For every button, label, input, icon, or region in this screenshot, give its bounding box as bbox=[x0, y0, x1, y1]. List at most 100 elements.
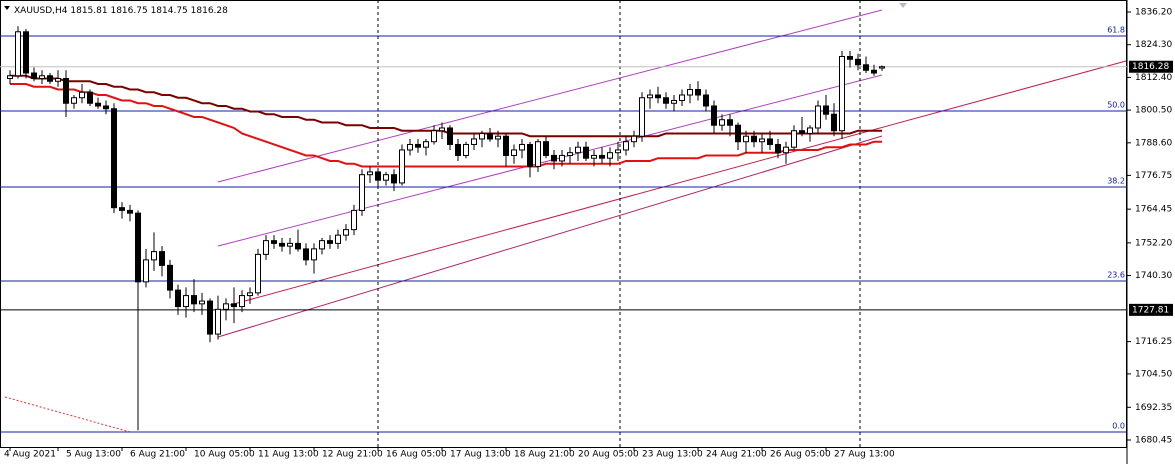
fib-label: 61.8 bbox=[1107, 25, 1125, 34]
candle-body bbox=[447, 127, 453, 145]
x-tick-label: 20 Aug 05:00 bbox=[578, 450, 639, 460]
candle-body bbox=[487, 132, 493, 140]
candle-body bbox=[623, 141, 629, 151]
candle-body bbox=[855, 58, 861, 66]
candle-body bbox=[791, 130, 797, 148]
trend-line bbox=[4, 396, 131, 433]
candle-body bbox=[463, 143, 469, 156]
candle-body bbox=[535, 141, 541, 167]
candle-body bbox=[439, 127, 445, 132]
candle-body bbox=[423, 141, 429, 148]
y-tick-label: 1836.20 bbox=[1135, 8, 1172, 18]
candle-body bbox=[871, 69, 877, 74]
high: 1816.75 bbox=[110, 6, 147, 16]
candle-body bbox=[127, 209, 133, 214]
channel-line bbox=[217, 135, 883, 338]
candle-body bbox=[711, 105, 717, 126]
close: 1816.28 bbox=[191, 6, 228, 16]
x-tick-label: 11 Aug 13:00 bbox=[258, 450, 319, 460]
y-tick-label: 1812.40 bbox=[1135, 73, 1172, 83]
y-tick-label: 1764.45 bbox=[1135, 205, 1172, 215]
candle-body bbox=[135, 212, 141, 283]
fib-label: 50.0 bbox=[1107, 101, 1125, 110]
candle-body bbox=[567, 152, 573, 156]
fib-label: 23.6 bbox=[1107, 271, 1125, 280]
candle-body bbox=[311, 248, 317, 261]
candle-body bbox=[167, 264, 173, 291]
candle-body bbox=[655, 94, 661, 99]
candle-body bbox=[607, 152, 613, 159]
candle-body bbox=[103, 105, 109, 110]
fib-label: 0.0 bbox=[1112, 421, 1125, 430]
y-tick-label: 1788.60 bbox=[1135, 138, 1172, 148]
y-tick-label: 1776.75 bbox=[1135, 171, 1172, 181]
candle-body bbox=[551, 154, 557, 162]
price-box-label: 1727.81 bbox=[1132, 305, 1169, 315]
candle-body bbox=[287, 242, 293, 247]
candle-body bbox=[263, 240, 269, 255]
candle-body bbox=[183, 295, 189, 308]
x-tick-label: 23 Aug 13:00 bbox=[642, 450, 703, 460]
candle-body bbox=[807, 127, 813, 134]
x-tick-label: 24 Aug 21:00 bbox=[706, 450, 767, 460]
candle-body bbox=[231, 303, 237, 308]
candle-body bbox=[95, 102, 101, 107]
plot-frame bbox=[0, 0, 1127, 448]
header-icon bbox=[4, 6, 10, 10]
candle-body bbox=[431, 130, 437, 143]
candle-body bbox=[575, 146, 581, 154]
candle-body bbox=[223, 303, 229, 310]
y-tick-label: 1704.50 bbox=[1135, 369, 1172, 379]
trend-line bbox=[229, 60, 1127, 306]
candle-body bbox=[863, 64, 869, 71]
candle-body bbox=[391, 174, 397, 184]
candle-body bbox=[63, 78, 69, 104]
candle-body bbox=[15, 31, 21, 77]
channel-line bbox=[217, 74, 883, 247]
candle-body bbox=[359, 174, 365, 211]
candle-body bbox=[159, 251, 165, 266]
candle-body bbox=[647, 94, 653, 99]
y-tick-label: 1716.25 bbox=[1135, 337, 1172, 347]
candle-body bbox=[111, 108, 117, 209]
candle-body bbox=[7, 75, 13, 80]
candle-body bbox=[343, 229, 349, 236]
x-tick-label: 5 Aug 13:00 bbox=[66, 450, 121, 460]
candle-body bbox=[503, 135, 509, 156]
candle-body bbox=[319, 240, 325, 250]
candle-body bbox=[415, 143, 421, 148]
price-box-label: 1816.28 bbox=[1132, 62, 1169, 72]
candle-body bbox=[375, 171, 381, 181]
x-tick-label: 10 Aug 05:00 bbox=[194, 450, 255, 460]
candle-body bbox=[303, 248, 309, 261]
candle-body bbox=[687, 88, 693, 96]
candle-body bbox=[543, 141, 549, 156]
candle-body bbox=[335, 234, 341, 244]
fib-label: 38.2 bbox=[1107, 176, 1125, 185]
y-tick-label: 1752.20 bbox=[1135, 238, 1172, 248]
candle-body bbox=[327, 240, 333, 244]
candle-body bbox=[383, 174, 389, 181]
candle-body bbox=[295, 242, 301, 250]
candle-body bbox=[495, 135, 501, 140]
candle-body bbox=[639, 97, 645, 137]
candle-body bbox=[831, 113, 837, 132]
candle-body bbox=[823, 105, 829, 115]
x-tick-label: 27 Aug 13:00 bbox=[834, 450, 895, 460]
candle-body bbox=[175, 289, 181, 308]
candle-body bbox=[199, 300, 205, 305]
channel-line bbox=[217, 9, 883, 183]
x-tick-label: 16 Aug 05:00 bbox=[386, 450, 447, 460]
candle-body bbox=[31, 72, 37, 80]
candle-body bbox=[519, 143, 525, 151]
y-tick-label: 1680.45 bbox=[1135, 435, 1172, 445]
candle-body bbox=[455, 143, 461, 156]
candle-body bbox=[527, 143, 533, 167]
candle-body bbox=[847, 56, 853, 60]
candle-body bbox=[407, 143, 413, 151]
candle-body bbox=[511, 149, 517, 156]
candle-body bbox=[79, 91, 85, 99]
candle-body bbox=[671, 99, 677, 104]
candle-body bbox=[679, 94, 685, 101]
candle-body bbox=[23, 31, 29, 74]
